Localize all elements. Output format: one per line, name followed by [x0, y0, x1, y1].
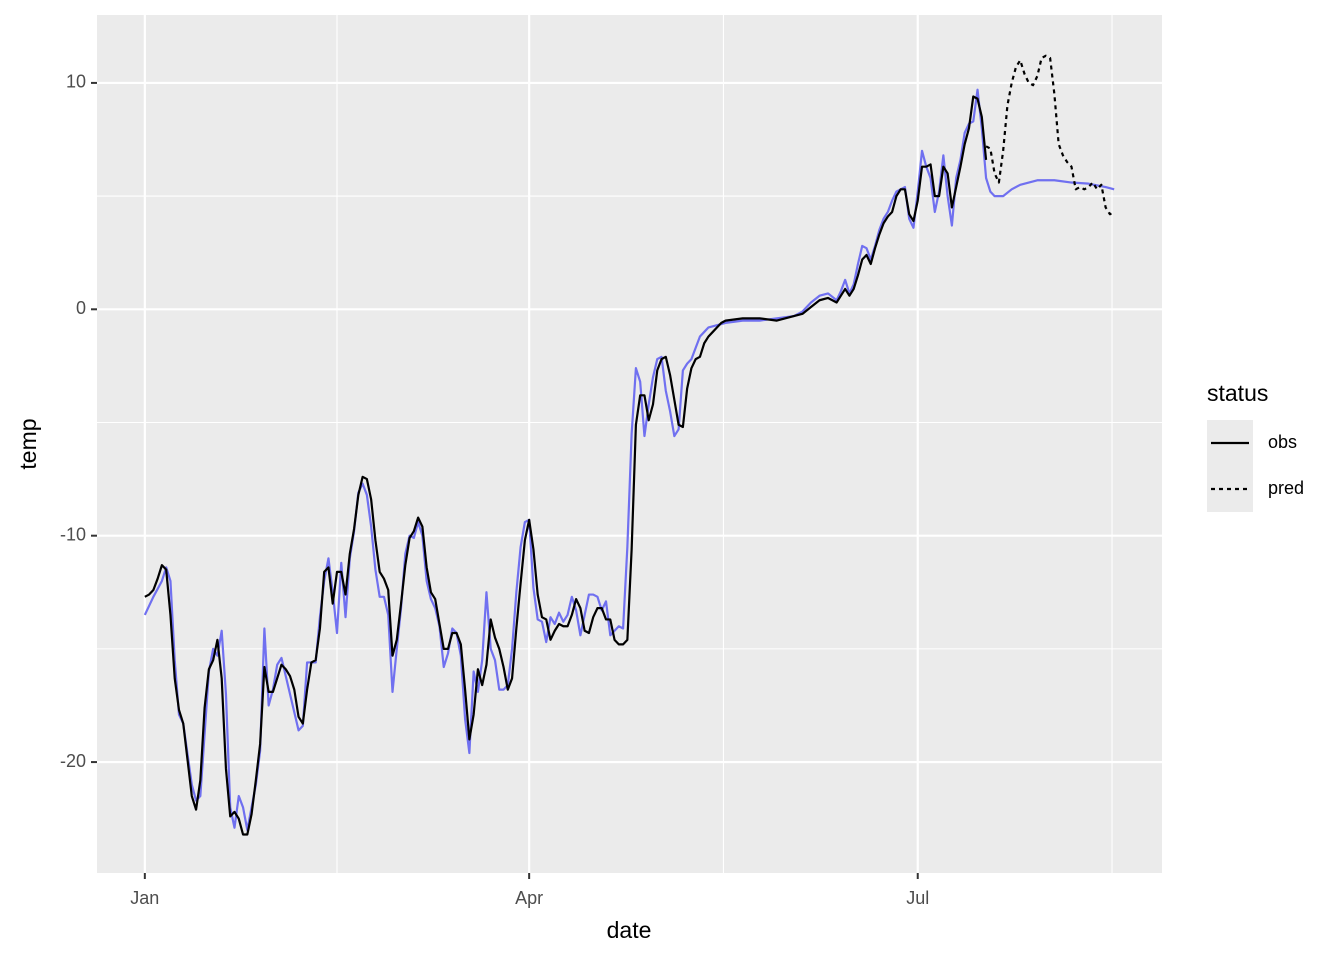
legend-title: status: [1207, 380, 1268, 406]
grid: [97, 15, 1162, 873]
x-tick-label: Apr: [515, 888, 543, 908]
series-line: [985, 54, 1115, 216]
y-tick-label: -20: [60, 751, 86, 771]
y-tick-label: 10: [66, 72, 86, 92]
lines: [143, 54, 1115, 836]
legend-label: obs: [1268, 432, 1297, 452]
legend: obs pred: [1207, 420, 1304, 512]
x-axis-title: date: [607, 917, 652, 943]
x-tick-label: Jul: [906, 888, 929, 908]
panel: [97, 15, 1162, 873]
axes: -20 -10 0 10 Jan Apr Jul: [60, 72, 929, 908]
y-tick-label: 0: [76, 298, 86, 318]
legend-label: pred: [1268, 478, 1304, 498]
series-line: [144, 95, 988, 836]
x-tick-label: Jan: [130, 888, 159, 908]
y-axis-title: temp: [15, 418, 41, 469]
y-tick-label: -10: [60, 524, 86, 544]
